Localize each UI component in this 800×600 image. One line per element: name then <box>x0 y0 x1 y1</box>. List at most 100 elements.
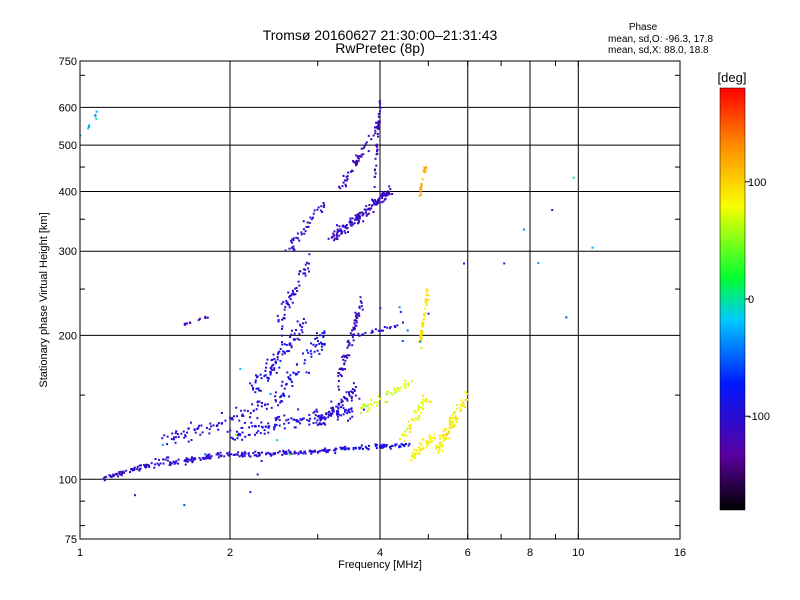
data-point <box>331 235 334 238</box>
data-point <box>294 372 297 375</box>
data-point <box>386 190 389 193</box>
data-point <box>452 423 455 426</box>
data-point <box>398 389 401 392</box>
data-point <box>346 354 349 357</box>
data-point <box>264 374 267 377</box>
data-point <box>356 155 359 158</box>
data-point <box>276 358 279 361</box>
data-point <box>422 169 425 172</box>
data-point <box>344 359 347 362</box>
data-point <box>336 413 339 416</box>
data-point <box>289 343 292 345</box>
data-point <box>418 446 421 449</box>
data-point <box>265 407 268 410</box>
data-point <box>203 457 206 460</box>
data-point <box>405 434 408 437</box>
data-point <box>272 353 275 356</box>
data-point <box>410 380 413 382</box>
data-point <box>366 409 369 412</box>
data-point <box>422 447 425 450</box>
data-point <box>355 214 358 217</box>
data-point <box>433 437 436 440</box>
data-point <box>241 438 244 441</box>
data-point <box>208 428 211 431</box>
x-tick-label: 1 <box>77 547 83 559</box>
data-point <box>140 464 142 467</box>
data-point <box>209 422 212 425</box>
data-point <box>204 453 207 456</box>
data-point <box>138 469 141 472</box>
data-point <box>170 438 173 441</box>
data-point <box>376 203 379 205</box>
data-point <box>304 359 307 362</box>
data-point <box>283 317 286 320</box>
data-point <box>319 415 322 418</box>
data-point <box>298 273 300 276</box>
data-point <box>254 433 256 436</box>
data-point <box>338 234 341 237</box>
data-point <box>419 186 422 189</box>
data-point <box>288 306 291 309</box>
data-point <box>296 337 299 340</box>
data-point <box>205 457 208 460</box>
data-point <box>378 120 381 123</box>
y-axis-ticks: 75 100 200 300 400 500 600 750 <box>59 56 680 546</box>
data-point <box>287 377 290 380</box>
y-tick-label: 100 <box>59 474 77 486</box>
data-point <box>365 405 368 408</box>
data-point <box>314 345 317 348</box>
data-point <box>248 454 251 457</box>
data-point <box>371 198 373 201</box>
data-point <box>336 410 339 413</box>
data-point <box>283 387 286 390</box>
data-point <box>422 398 425 401</box>
data-point <box>334 452 337 455</box>
data-point <box>310 452 313 455</box>
data-point <box>412 419 415 422</box>
data-point <box>367 134 370 137</box>
data-point <box>352 448 355 451</box>
data-point <box>316 410 319 413</box>
data-point <box>205 426 208 429</box>
data-point <box>426 399 429 402</box>
data-point <box>350 408 353 411</box>
data-point <box>281 327 283 330</box>
data-point <box>451 426 454 429</box>
data-point <box>330 407 333 410</box>
data-point <box>383 444 386 447</box>
chart-subtitle: RwPretec (8p) <box>335 40 424 56</box>
data-point <box>420 444 423 447</box>
data-point <box>349 217 352 220</box>
data-point <box>366 410 369 413</box>
data-point <box>154 458 157 460</box>
data-point <box>425 293 428 296</box>
data-point <box>334 449 337 452</box>
data-point <box>379 106 382 109</box>
data-point <box>421 332 424 335</box>
data-point <box>420 339 422 342</box>
data-point <box>338 368 341 371</box>
data-point <box>374 132 377 135</box>
data-point <box>336 232 338 235</box>
data-point <box>428 441 431 444</box>
data-point <box>156 462 159 465</box>
data-point <box>258 389 260 392</box>
data-point <box>349 417 352 420</box>
data-point <box>339 373 342 376</box>
data-point <box>352 161 355 164</box>
data-point <box>161 443 164 446</box>
data-point <box>349 332 352 335</box>
data-point <box>327 237 330 240</box>
data-point <box>290 381 293 383</box>
data-point <box>277 352 279 355</box>
data-point <box>354 327 356 330</box>
data-point <box>108 474 111 477</box>
data-point <box>256 404 259 407</box>
data-point <box>257 451 260 454</box>
data-point <box>361 406 364 409</box>
data-point <box>259 389 262 392</box>
data-point <box>226 452 229 455</box>
data-point <box>454 411 457 413</box>
data-point <box>439 444 442 447</box>
data-point <box>186 460 189 463</box>
